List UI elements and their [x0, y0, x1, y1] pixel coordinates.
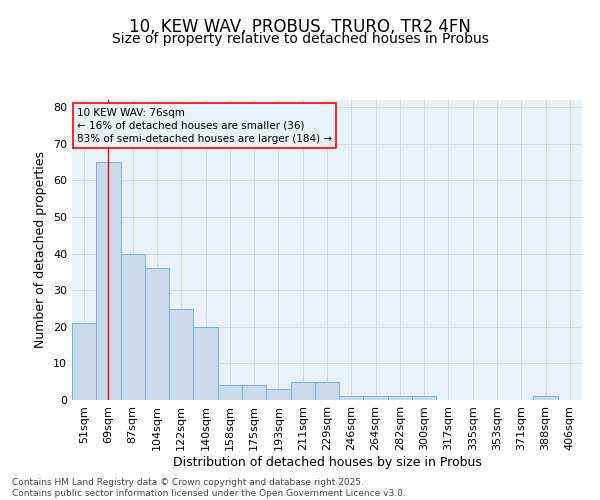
Bar: [339, 396, 364, 400]
Bar: [388, 396, 412, 400]
Bar: [242, 386, 266, 400]
Text: Contains HM Land Registry data © Crown copyright and database right 2025.
Contai: Contains HM Land Registry data © Crown c…: [12, 478, 406, 498]
X-axis label: Distribution of detached houses by size in Probus: Distribution of detached houses by size …: [173, 456, 481, 468]
Bar: [364, 396, 388, 400]
Bar: [72, 323, 96, 400]
Bar: [290, 382, 315, 400]
Bar: [96, 162, 121, 400]
Bar: [218, 386, 242, 400]
Text: 10 KEW WAV: 76sqm
← 16% of detached houses are smaller (36)
83% of semi-detached: 10 KEW WAV: 76sqm ← 16% of detached hous…: [77, 108, 332, 144]
Text: 10, KEW WAV, PROBUS, TRURO, TR2 4FN: 10, KEW WAV, PROBUS, TRURO, TR2 4FN: [129, 18, 471, 36]
Bar: [169, 308, 193, 400]
Bar: [266, 389, 290, 400]
Bar: [533, 396, 558, 400]
Bar: [145, 268, 169, 400]
Bar: [315, 382, 339, 400]
Bar: [193, 327, 218, 400]
Bar: [121, 254, 145, 400]
Text: Size of property relative to detached houses in Probus: Size of property relative to detached ho…: [112, 32, 488, 46]
Bar: [412, 396, 436, 400]
Y-axis label: Number of detached properties: Number of detached properties: [34, 152, 47, 348]
